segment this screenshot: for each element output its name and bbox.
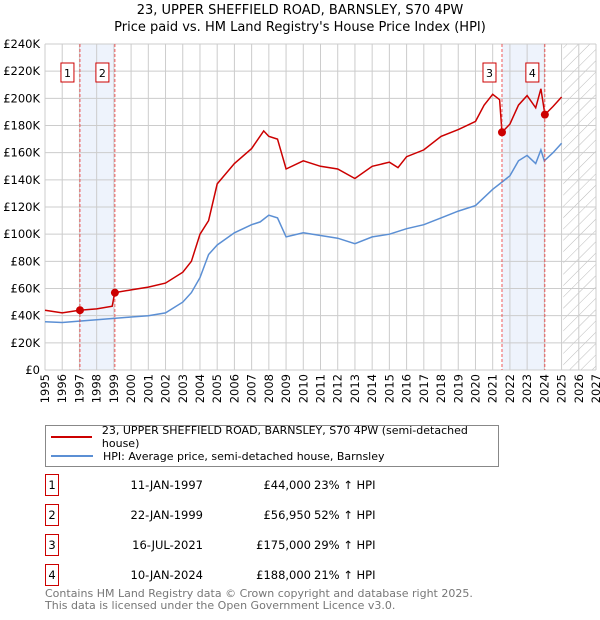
x-tick-label: 2010 (296, 374, 310, 403)
y-tick-label: £40K (11, 309, 41, 323)
y-tick-label: £20K (11, 336, 41, 350)
x-tick-label: 1996 (55, 374, 69, 403)
x-tick-label: 2014 (365, 374, 379, 403)
x-tick-label: 2015 (382, 374, 396, 403)
legend-swatch-red (51, 436, 92, 438)
transaction-row: 1 11-JAN-1997 £44,000 23% ↑ HPI (45, 474, 445, 496)
x-tick-label: 2003 (176, 374, 190, 403)
x-tick-label: 2001 (141, 374, 155, 403)
transaction-row: 4 10-JAN-2024 £188,000 21% ↑ HPI (45, 564, 445, 586)
sale-point (540, 110, 549, 119)
x-tick-label: 2018 (434, 374, 448, 403)
sale-badge-label: 2 (99, 67, 106, 80)
y-tick-label: £180K (3, 119, 40, 133)
x-tick-label: 2008 (262, 374, 276, 403)
footer-line-1: Contains HM Land Registry data © Crown c… (45, 587, 473, 600)
sale-badge-box (60, 62, 75, 83)
transaction-badge: 3 (45, 534, 59, 556)
x-tick-label: 2025 (555, 374, 569, 403)
x-tick-label: 2002 (159, 374, 173, 403)
x-tick-label: 2023 (520, 374, 534, 403)
legend-swatch-blue (51, 455, 93, 457)
transaction-price: £44,000 (263, 478, 311, 492)
x-tick-label: 2007 (245, 374, 259, 403)
y-tick-label: £60K (11, 282, 41, 296)
price-chart: 1 2 3 4 1995 1996 1997 1998 1999 2000 2001 2002 2003… (3, 37, 600, 403)
sale-badge-box (95, 62, 110, 83)
x-tick-label: 2011 (314, 374, 328, 403)
y-tick-label: £80K (11, 254, 41, 268)
transaction-hpi: 23% ↑ HPI (314, 478, 376, 492)
x-tick-label: 1998 (90, 374, 104, 403)
transaction-badge: 1 (45, 474, 59, 496)
sale-badge-label: 4 (529, 67, 536, 80)
transaction-date: 10-JAN-2024 (130, 568, 204, 582)
transaction-row: 2 22-JAN-1999 £56,950 52% ↑ HPI (45, 504, 445, 526)
sale-badge-box (525, 62, 540, 83)
legend-item-hpi: HPI: Average price, semi-detached house,… (46, 447, 385, 465)
transaction-price: £175,000 (256, 538, 311, 552)
legend: 23, UPPER SHEFFIELD ROAD, BARNSLEY, S70 … (45, 424, 499, 467)
x-tick-label: 1995 (38, 374, 52, 403)
x-tick-label: 1999 (107, 374, 121, 403)
sale-badge-box (482, 62, 497, 83)
transaction-date: 11-JAN-1997 (130, 478, 204, 492)
y-tick-label: £0 (25, 363, 40, 377)
series-line (44, 88, 563, 314)
legend-label: HPI: Average price, semi-detached house,… (103, 449, 385, 463)
footer-line-2: This data is licensed under the Open Gov… (45, 598, 396, 612)
y-tick-label: £120K (3, 200, 40, 214)
x-tick-label: 1997 (72, 374, 86, 403)
x-tick-label: 2009 (279, 374, 293, 403)
sale-point (497, 128, 506, 137)
transaction-price: £188,000 (256, 568, 311, 582)
legend-label: 23, UPPER SHEFFIELD ROAD, BARNSLEY, S70 … (101, 424, 468, 450)
x-tick-label: 2026 (572, 374, 586, 403)
y-tick-label: £160K (3, 146, 40, 160)
transaction-badge: 2 (45, 504, 59, 526)
x-tick-label: 2004 (193, 374, 207, 403)
y-tick-label: £240K (3, 37, 40, 51)
x-tick-label: 2021 (486, 374, 500, 403)
x-tick-label: 2013 (348, 374, 362, 403)
transaction-badge: 4 (45, 564, 59, 586)
y-tick-label: £100K (3, 227, 40, 241)
chart-subtitle: Price paid vs. HM Land Registry's House … (114, 20, 486, 35)
transaction-hpi: 21% ↑ HPI (314, 568, 376, 582)
x-tick-label: 2006 (227, 374, 241, 403)
chart-title: 23, UPPER SHEFFIELD ROAD, BARNSLEY, S70 … (136, 3, 464, 18)
x-tick-label: 2019 (451, 374, 465, 403)
sale-badge-label: 3 (486, 67, 493, 80)
x-tick-label: 2000 (124, 374, 138, 403)
x-tick-label: 2005 (210, 374, 224, 403)
x-tick-label: 2024 (537, 374, 551, 403)
transaction-hpi: 29% ↑ HPI (314, 538, 376, 552)
series-line (44, 142, 563, 324)
sale-point (75, 306, 84, 315)
y-tick-label: £140K (3, 173, 40, 187)
x-tick-label: 2016 (400, 374, 414, 403)
transaction-date: 22-JAN-1999 (130, 508, 204, 522)
x-tick-label: 2022 (503, 374, 517, 403)
y-tick-label: £220K (3, 64, 40, 78)
y-tick-label: £200K (3, 91, 40, 105)
x-tick-label: 2027 (589, 374, 600, 403)
transaction-price: £56,950 (263, 508, 311, 522)
x-tick-label: 2020 (468, 374, 482, 403)
transaction-date: 16-JUL-2021 (132, 538, 203, 552)
sale-badge-label: 1 (64, 67, 71, 80)
transaction-hpi: 52% ↑ HPI (314, 508, 376, 522)
footer: Contains HM Land Registry data © Crown c… (45, 588, 473, 611)
sale-point (110, 288, 119, 297)
legend-item-property: 23, UPPER SHEFFIELD ROAD, BARNSLEY, S70 … (46, 424, 498, 450)
transaction-row: 3 16-JUL-2021 £175,000 29% ↑ HPI (45, 534, 445, 556)
x-tick-label: 2012 (331, 374, 345, 403)
x-tick-label: 2017 (417, 374, 431, 403)
